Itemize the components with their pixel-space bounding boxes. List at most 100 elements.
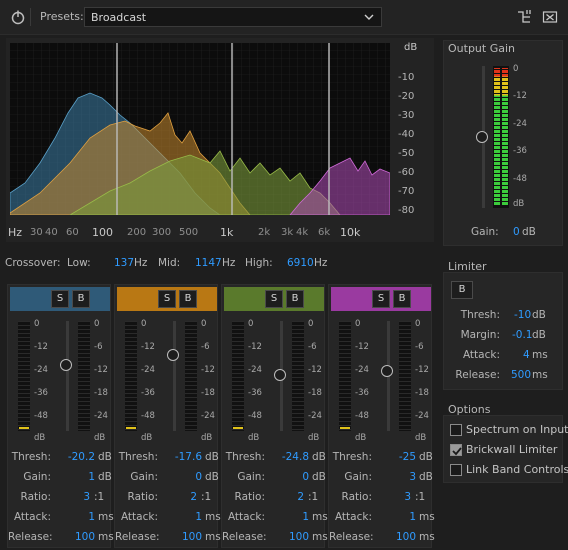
output-gain-label: Gain: xyxy=(471,226,499,238)
low-mid-gain-slider-track[interactable] xyxy=(173,321,176,431)
output-level-meter xyxy=(493,66,509,208)
low-level-meter xyxy=(18,321,30,431)
low-mid-gain-slider-knob[interactable] xyxy=(167,349,179,361)
freq-tick: 60 xyxy=(66,227,79,238)
low-mid-solo-button[interactable]: S xyxy=(158,290,176,308)
high-level-meter xyxy=(339,321,351,431)
low-bypass-button[interactable]: B xyxy=(72,290,90,308)
high-attack-value[interactable]: 1 xyxy=(409,511,416,523)
spectrum-display[interactable] xyxy=(10,43,390,215)
low-mid-level-scale-tick: -36 xyxy=(141,388,155,398)
output-scale-tick: -24 xyxy=(513,119,527,129)
low-mid-thresh-scale-tick: -24 xyxy=(201,411,215,421)
power-icon[interactable] xyxy=(10,9,26,25)
high-mid-level-scale-tick: -36 xyxy=(248,388,262,398)
high-mid-thresh-meter-segments xyxy=(292,321,304,431)
toolbar-divider xyxy=(30,8,31,26)
low-mid-thresh-value[interactable]: -17.6 xyxy=(174,451,202,463)
low-ratio-label: Ratio: xyxy=(20,491,52,503)
high-thresh-scale-tick: -24 xyxy=(415,411,429,421)
limiter-thresh-label: Thresh: xyxy=(460,309,500,321)
low-band-header[interactable]: S B xyxy=(10,287,110,311)
high-band-header[interactable]: S B xyxy=(331,287,431,311)
high-mid-gain-value[interactable]: 0 xyxy=(302,471,309,483)
brickwall-limiter-label: Brickwall Limiter xyxy=(466,443,558,456)
high-mid-band-header[interactable]: S B xyxy=(224,287,324,311)
high-mid-attack-value[interactable]: 1 xyxy=(302,511,309,523)
high-mid-thresh-scale-tick: dB xyxy=(308,433,320,443)
low-mid-release-label: Release: xyxy=(115,531,160,543)
high-release-value[interactable]: 100 xyxy=(395,531,416,543)
low-ratio-value[interactable]: 3 xyxy=(83,491,90,503)
crossover-high-unit: Hz xyxy=(314,257,328,269)
db-tick: -20 xyxy=(398,91,415,102)
high-ratio-value[interactable]: 3 xyxy=(404,491,411,503)
output-gain-slider-knob[interactable] xyxy=(476,131,488,143)
low-mid-release-value[interactable]: 100 xyxy=(181,531,202,543)
low-mid-thresh-label: Thresh: xyxy=(118,451,158,463)
low-mid-gain-value[interactable]: 0 xyxy=(195,471,202,483)
high-thresh-label: Thresh: xyxy=(332,451,372,463)
presets-dropdown[interactable]: Broadcast xyxy=(84,7,382,27)
high-level-meter-segments xyxy=(339,321,351,431)
low-thresh-value[interactable]: -20.2 xyxy=(67,451,95,463)
link-band-controls-checkbox[interactable] xyxy=(450,464,462,476)
crossover-mid-label: Mid: xyxy=(158,257,181,269)
limiter-margin-value[interactable]: -0.1 xyxy=(512,329,533,341)
low-gain-value[interactable]: 1 xyxy=(88,471,95,483)
high-thresh-value[interactable]: -25 xyxy=(398,451,416,463)
high-ratio-label: Ratio: xyxy=(341,491,373,503)
low-level-scale-tick: -48 xyxy=(34,411,48,421)
high-level-scale-tick: dB xyxy=(355,433,367,443)
low-mid-ratio-value[interactable]: 2 xyxy=(190,491,197,503)
low-mid-bypass-button[interactable]: B xyxy=(179,290,197,308)
low-gain-slider-track[interactable] xyxy=(66,321,69,431)
high-thresh-unit: dB xyxy=(419,451,433,463)
low-release-value[interactable]: 100 xyxy=(74,531,95,543)
high-mid-thresh-meter[interactable] xyxy=(292,321,304,431)
output-scale-tick: -36 xyxy=(513,146,527,156)
high-mid-gain-slider-knob[interactable] xyxy=(274,369,286,381)
high-gain-value[interactable]: 3 xyxy=(409,471,416,483)
high-mid-thresh-value[interactable]: -24.8 xyxy=(281,451,309,463)
high-mid-release-value[interactable]: 100 xyxy=(288,531,309,543)
limiter-attack-value[interactable]: 4 xyxy=(523,349,530,361)
high-bypass-button[interactable]: B xyxy=(393,290,411,308)
low-thresh-meter[interactable] xyxy=(78,321,90,431)
limiter-release-value[interactable]: 500 xyxy=(511,369,532,381)
limiter-thresh-value[interactable]: -10 xyxy=(514,309,532,321)
output-gain-title: Output Gain xyxy=(448,42,515,55)
high-level-scale-tick: -48 xyxy=(355,411,369,421)
close-panel-icon[interactable] xyxy=(542,9,558,25)
chevron-down-icon xyxy=(364,14,374,20)
freq-tick: 6k xyxy=(318,227,331,238)
high-mid-ratio-value[interactable]: 2 xyxy=(297,491,304,503)
low-attack-value[interactable]: 1 xyxy=(88,511,95,523)
brickwall-limiter-checkbox[interactable] xyxy=(450,444,462,456)
high-mid-bypass-button[interactable]: B xyxy=(286,290,304,308)
spectrum-on-input-checkbox[interactable] xyxy=(450,424,462,436)
high-mid-solo-button[interactable]: S xyxy=(265,290,283,308)
low-mid-level-scale-tick: -12 xyxy=(141,342,155,352)
low-mid-level-scale-tick: -48 xyxy=(141,411,155,421)
crossover-label: Crossover: xyxy=(5,257,61,269)
routing-icon[interactable] xyxy=(516,9,532,25)
crossover-high-value[interactable]: 6910 xyxy=(287,257,314,269)
crossover-mid-value[interactable]: 1147 xyxy=(195,257,222,269)
limiter-bypass-button[interactable]: B xyxy=(451,281,473,299)
high-gain-slider-knob[interactable] xyxy=(381,365,393,377)
low-mid-attack-value[interactable]: 1 xyxy=(195,511,202,523)
low-mid-thresh-meter[interactable] xyxy=(185,321,197,431)
output-meter-segments xyxy=(493,66,509,208)
crossover-low-value[interactable]: 137 xyxy=(114,257,135,269)
low-mid-band-header[interactable]: S B xyxy=(117,287,217,311)
low-mid-level-meter-segments xyxy=(125,321,137,431)
high-solo-button[interactable]: S xyxy=(372,290,390,308)
high-gain-label: Gain: xyxy=(344,471,372,483)
high-thresh-meter[interactable] xyxy=(399,321,411,431)
low-gain-slider-knob[interactable] xyxy=(60,359,72,371)
low-solo-button[interactable]: S xyxy=(51,290,69,308)
output-gain-value[interactable]: 0 xyxy=(513,226,520,238)
spectrum-on-input-label: Spectrum on Input xyxy=(466,423,568,436)
low-level-scale-tick: -24 xyxy=(34,365,48,375)
